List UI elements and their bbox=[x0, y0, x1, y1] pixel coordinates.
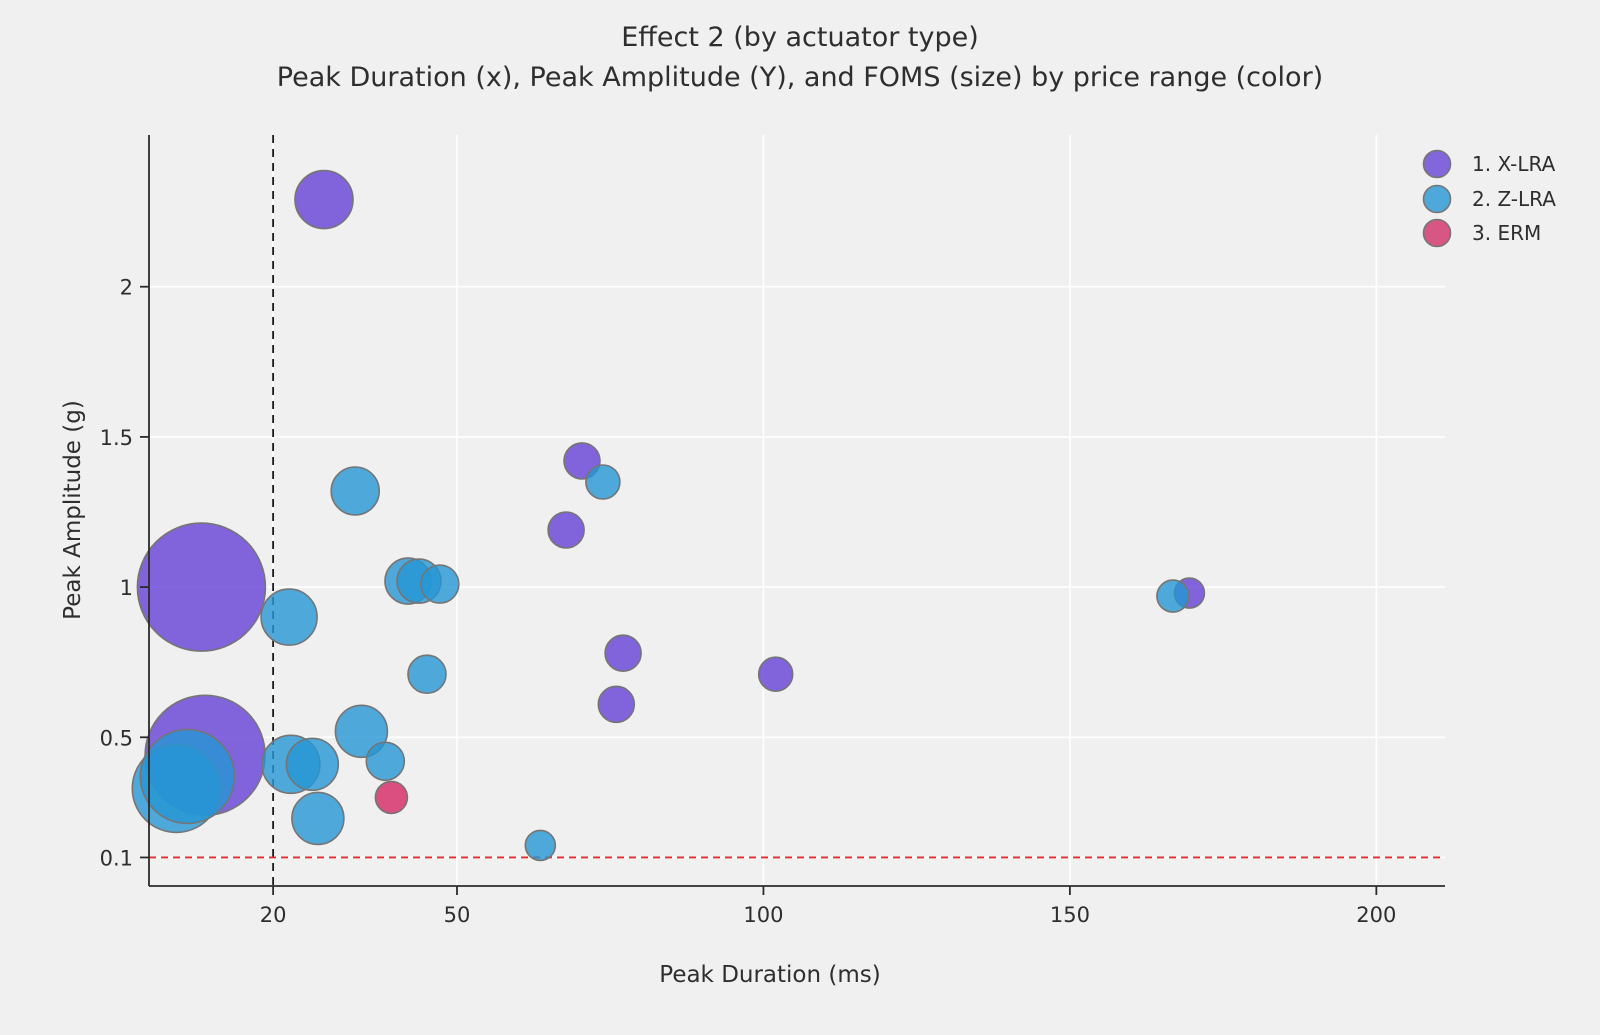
y-axis-label: Peak Amplitude (g) bbox=[60, 400, 86, 620]
y-tick-label: 1 bbox=[120, 576, 133, 600]
bubble-z-lra bbox=[1156, 579, 1190, 613]
x-tick-label: 100 bbox=[743, 903, 783, 927]
bubble-z-lra bbox=[291, 791, 345, 846]
bubble-z-lra bbox=[407, 654, 447, 695]
x-tick-label: 150 bbox=[1050, 903, 1090, 927]
chart-title: Effect 2 (by actuator type) bbox=[621, 22, 979, 53]
y-tick-label: 1.5 bbox=[100, 426, 133, 450]
legend-swatch-erm bbox=[1422, 218, 1452, 248]
bubble-z-lra bbox=[260, 588, 318, 646]
x-axis-label: Peak Duration (ms) bbox=[659, 962, 880, 988]
x-tick-label: 20 bbox=[260, 903, 287, 927]
bubble-erm bbox=[374, 780, 409, 815]
y-tick-label: 0.1 bbox=[100, 846, 133, 870]
bubble-z-lra bbox=[139, 728, 236, 825]
y-tick-label: 2 bbox=[120, 276, 133, 300]
legend-label-erm: 3. ERM bbox=[1472, 221, 1541, 245]
legend: 1. X-LRA 2. Z-LRA 3. ERM bbox=[1422, 149, 1556, 248]
x-tick-label: 200 bbox=[1356, 903, 1396, 927]
bubble-x-lra bbox=[757, 656, 794, 693]
bubble-z-lra bbox=[585, 464, 621, 500]
bubble-z-lra bbox=[330, 466, 381, 516]
bubble-x-lra bbox=[604, 634, 642, 673]
legend-label-z-lra: 2. Z-LRA bbox=[1472, 187, 1556, 211]
chart-subtitle: Peak Duration (x), Peak Amplitude (Y), a… bbox=[277, 62, 1323, 93]
axis-layer: 20 50 100 150 200 2 1.5 1 0.5 0.1 bbox=[100, 135, 1445, 927]
legend-label-x-lra: 1. X-LRA bbox=[1472, 152, 1556, 176]
reference-lines-layer bbox=[149, 135, 1445, 886]
bubble-z-lra bbox=[419, 564, 460, 604]
bubble-z-lra bbox=[365, 741, 406, 782]
legend-swatch-x-lra bbox=[1422, 149, 1452, 179]
bubble-z-lra bbox=[334, 704, 389, 759]
bubble-x-lra bbox=[597, 685, 636, 724]
bubble-x-lra bbox=[294, 169, 354, 230]
legend-swatch-z-lra bbox=[1422, 184, 1452, 214]
bubble-z-lra bbox=[524, 829, 557, 862]
bubble-z-lra bbox=[285, 737, 340, 792]
x-tick-label: 50 bbox=[444, 903, 471, 927]
bubble-layer bbox=[131, 169, 1206, 862]
y-tick-label: 0.5 bbox=[100, 726, 133, 750]
bubble-x-lra bbox=[547, 511, 585, 549]
bubble-x-lra bbox=[136, 522, 267, 652]
